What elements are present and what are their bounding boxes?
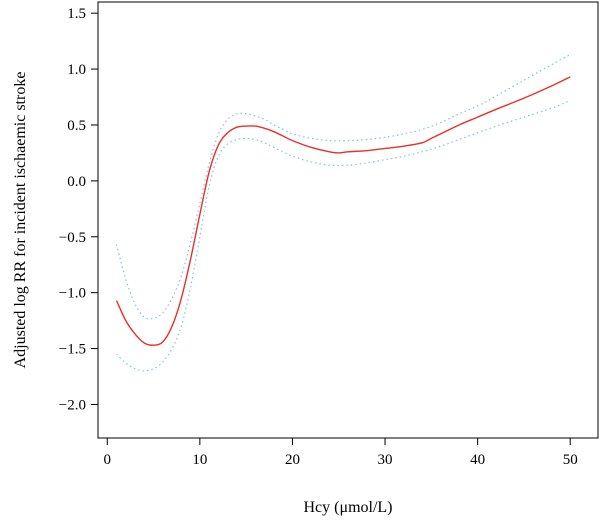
x-axis: 0 10 20 30 40 50 — [104, 438, 578, 468]
y-axis: 1.5 1.0 0.5 0.0 −0.5 −1.0 −1.5 −2.0 — [59, 6, 98, 413]
x-tick-label: 20 — [285, 452, 300, 468]
plot-border — [97, 1, 599, 439]
estimate-line — [115, 76, 571, 346]
x-axis-title: Hcy (μmol/L) — [304, 499, 393, 516]
y-tick-label: −2.0 — [59, 397, 86, 413]
y-tick-label: −0.5 — [59, 230, 86, 246]
x-tick-label: 40 — [470, 452, 485, 468]
series-layer — [115, 54, 571, 372]
lower-ci-line — [116, 99, 571, 372]
y-tick-label: −1.5 — [59, 342, 86, 358]
y-axis-title: Adjusted log RR for incident ischaemic s… — [12, 72, 29, 369]
x-tick-label: 50 — [563, 452, 578, 468]
plot-frame — [97, 1, 599, 439]
y-tick-label: 0.5 — [67, 118, 86, 134]
y-tick-label: 1.0 — [67, 62, 86, 78]
y-tick-label: 0.0 — [67, 174, 86, 190]
x-tick-label: 0 — [104, 452, 112, 468]
x-tick-label: 30 — [378, 452, 393, 468]
upper-ci-line — [115, 54, 571, 320]
y-tick-label: −1.0 — [59, 286, 86, 302]
x-tick-label: 10 — [192, 452, 207, 468]
y-tick-label: 1.5 — [67, 6, 86, 22]
